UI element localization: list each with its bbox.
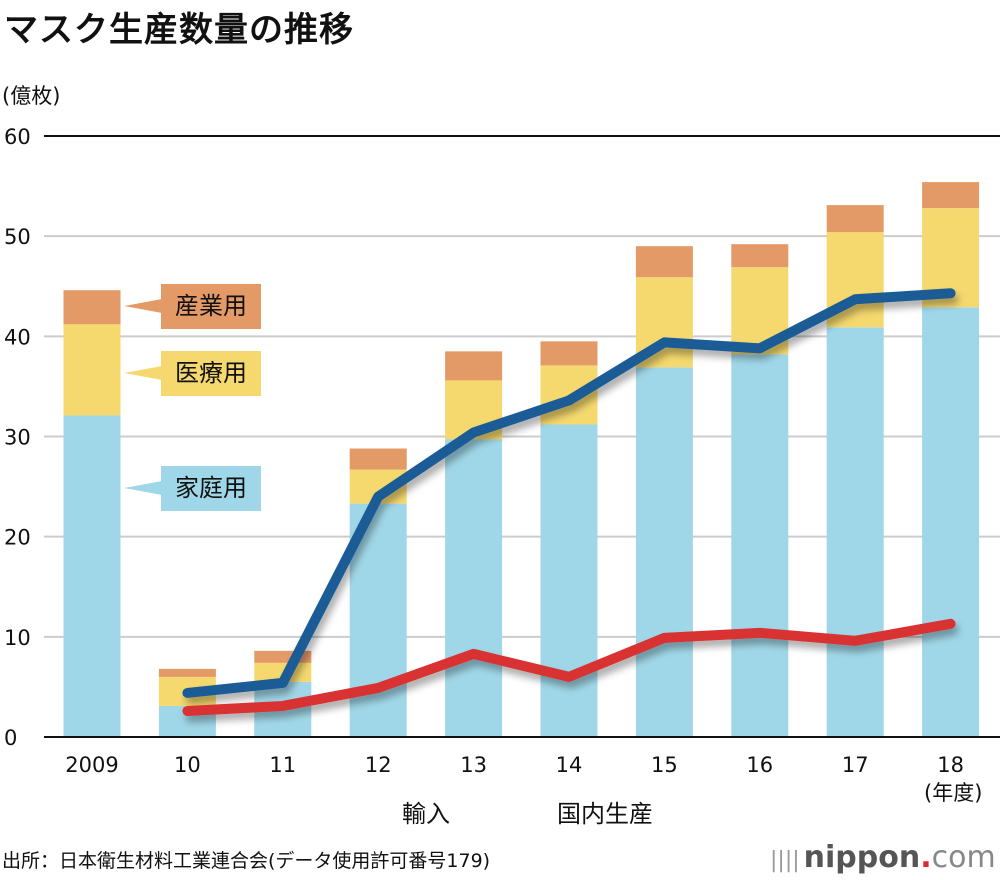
x-axis-unit-label: (年度) [924, 781, 983, 805]
bar-18-2 [922, 182, 980, 209]
bar-14-0 [540, 424, 598, 737]
y-tick-label: 0 [4, 726, 17, 750]
x-tick-label: 13 [460, 753, 487, 777]
y-tick-label: 40 [4, 325, 31, 349]
y-tick-label: 50 [4, 225, 31, 249]
logo-dot: . [920, 840, 932, 875]
x-tick-label: 18 [937, 753, 964, 777]
bar-17-2 [826, 205, 884, 233]
bar-10-2 [158, 668, 216, 677]
callout-pointer-2 [124, 481, 162, 495]
logo-bars-icon: |||| [770, 848, 800, 873]
x-tick-label: 12 [365, 753, 392, 777]
source-note: 出所：日本衛生材料工業連合会(データ使用許可番号179) [2, 850, 491, 872]
x-tick-label: 16 [746, 753, 773, 777]
x-tick-label: 11 [269, 753, 296, 777]
x-tick-label: 14 [556, 753, 583, 777]
callout-industrial: 産業用 [161, 284, 261, 329]
x-tick-label: 17 [842, 753, 869, 777]
callout-household: 家庭用 [161, 466, 261, 511]
callout-pointer-1 [124, 366, 162, 380]
bar-16-2 [731, 244, 789, 268]
legend-label-0: 輸入 [402, 800, 450, 828]
bar-2009-2 [63, 290, 121, 325]
logo-com: com [931, 840, 996, 875]
y-tick-label: 20 [4, 526, 31, 550]
bar-14-2 [540, 341, 598, 366]
callout-medical: 医療用 [161, 351, 261, 396]
callout-pointer-0 [124, 299, 162, 313]
y-tick-label: 60 [4, 125, 31, 149]
bar-12-2 [349, 448, 407, 470]
bar-2009-1 [63, 324, 121, 416]
legend-label-1: 国内生産 [557, 800, 653, 828]
y-tick-label: 30 [4, 426, 31, 450]
logo-brand: nippon [803, 840, 921, 875]
bar-15-2 [635, 246, 693, 278]
bar-16-0 [731, 354, 789, 737]
x-tick-label: 10 [174, 753, 201, 777]
bar-15-0 [635, 367, 693, 737]
x-tick-label: 2009 [65, 753, 118, 777]
x-tick-label: 15 [651, 753, 678, 777]
bar-13-0 [445, 439, 503, 737]
bar-17-0 [826, 327, 884, 737]
bar-13-2 [445, 351, 503, 381]
nippon-logo: |||| nippon.com [770, 840, 996, 875]
bar-2009-0 [63, 415, 121, 737]
chart-title: マスク生産数量の推移 [4, 10, 354, 50]
bar-18-0 [922, 307, 980, 737]
y-axis-unit-label: (億枚) [2, 84, 61, 108]
y-tick-label: 10 [4, 626, 31, 650]
